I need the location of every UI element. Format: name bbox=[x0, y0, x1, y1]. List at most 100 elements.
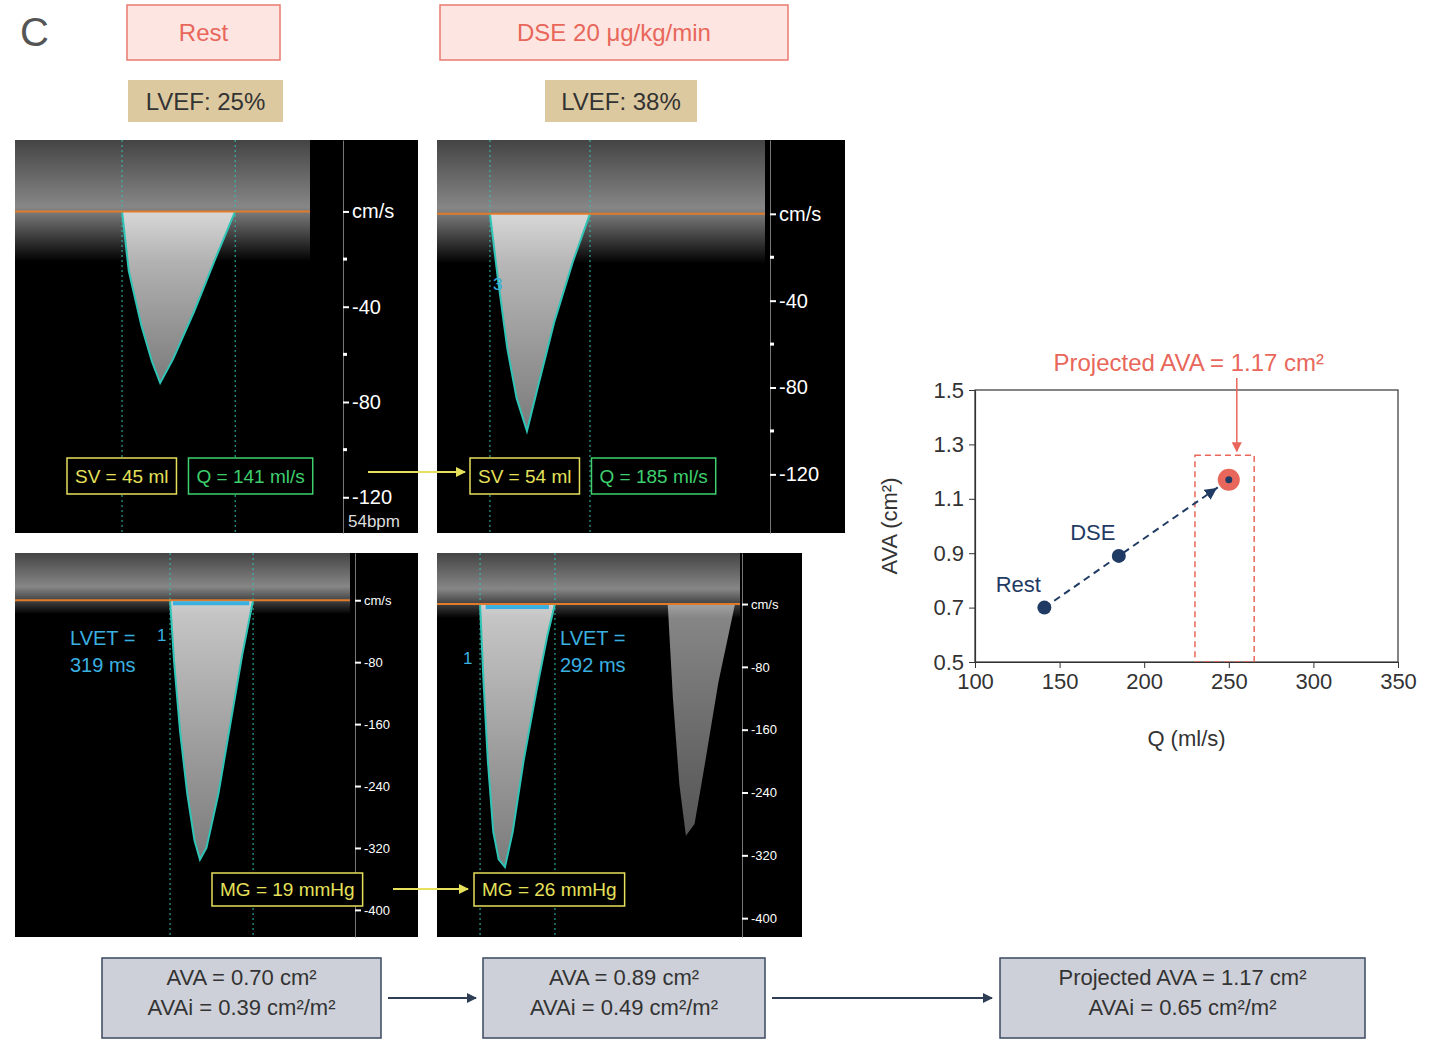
tick-mark bbox=[975, 662, 976, 668]
tick-label: -160 bbox=[751, 722, 777, 737]
tick: 0.5 bbox=[933, 650, 975, 675]
tick-label: 200 bbox=[1126, 669, 1163, 694]
tick: 350 bbox=[1380, 662, 1417, 694]
result-text: Projected AVA = 1.17 cm² bbox=[1058, 965, 1306, 990]
lvef: LVEF: 25% bbox=[146, 88, 266, 115]
y-axis: 0.50.70.91.11.31.5 bbox=[933, 378, 975, 675]
tick-mark bbox=[742, 729, 748, 731]
tick-label: -320 bbox=[751, 848, 777, 863]
tick-label: -320 bbox=[364, 841, 390, 856]
tick-mark bbox=[742, 666, 748, 668]
caliper-line bbox=[170, 553, 171, 937]
clutter-band bbox=[15, 553, 350, 614]
arrow bbox=[388, 997, 476, 999]
measurement-box bbox=[474, 873, 625, 906]
tick-mark bbox=[969, 553, 975, 554]
tick-mark bbox=[770, 387, 776, 389]
tick-mark bbox=[1398, 662, 1399, 668]
lvef: LVEF: 38% bbox=[561, 88, 681, 115]
tick-label: 1.5 bbox=[933, 378, 964, 403]
tick-label: -80 bbox=[352, 391, 381, 413]
measurement-text: Q = 185 ml/s bbox=[599, 466, 707, 487]
header-box bbox=[127, 5, 280, 60]
tick: cm/s bbox=[355, 593, 392, 608]
tick-mark bbox=[355, 909, 361, 911]
doppler-panel: cm/s-40-80-120SV = 54 mlQ = 185 ml/s3 bbox=[437, 140, 845, 534]
doppler-plot bbox=[437, 140, 765, 533]
measurement-box bbox=[188, 458, 312, 494]
x-axis: 100150200250300350 bbox=[957, 662, 1417, 694]
doppler-background bbox=[437, 553, 802, 937]
velocity-envelope bbox=[668, 604, 735, 836]
tick: -240 bbox=[742, 785, 777, 800]
result-text: AVA = 0.89 cm² bbox=[549, 965, 699, 990]
doppler-panel: LVET =319 mscm/s-80-160-240-320-400MG = … bbox=[15, 553, 418, 938]
velocity-envelope bbox=[490, 214, 590, 431]
doppler-plot bbox=[437, 553, 740, 937]
panel-letter: C bbox=[20, 10, 49, 54]
tick: -80 bbox=[343, 391, 381, 413]
tick-mark bbox=[969, 444, 975, 445]
trend-line bbox=[1044, 480, 1228, 608]
minor-tick bbox=[343, 353, 347, 356]
tick: -320 bbox=[742, 848, 777, 863]
measurement: Q = 141 ml/s bbox=[188, 458, 312, 494]
tick-label: 250 bbox=[1211, 669, 1248, 694]
axis-line bbox=[742, 554, 743, 938]
baseline bbox=[437, 603, 740, 605]
measurement-text: MG = 19 mmHg bbox=[220, 879, 355, 900]
measurement-box bbox=[212, 873, 363, 906]
tick-mark bbox=[355, 847, 361, 849]
result-box bbox=[102, 958, 381, 1038]
tick: -400 bbox=[742, 911, 777, 926]
doppler-background bbox=[437, 140, 845, 533]
tick: -160 bbox=[742, 722, 777, 737]
tick-mark bbox=[969, 608, 975, 609]
tick: cm/s bbox=[770, 203, 821, 225]
measurement-box bbox=[67, 458, 176, 494]
doppler-background bbox=[15, 553, 418, 937]
tick-label: 300 bbox=[1296, 669, 1333, 694]
tick-mark bbox=[770, 474, 776, 476]
measurement-text: MG = 26 mmHg bbox=[482, 879, 617, 900]
doppler-background bbox=[15, 140, 418, 533]
tick-mark bbox=[742, 855, 748, 857]
tick-label: -80 bbox=[779, 376, 808, 398]
velocity-envelope bbox=[170, 600, 253, 859]
envelope-trace bbox=[170, 600, 253, 859]
tick: -80 bbox=[770, 376, 808, 398]
doppler-panel: LVET =292 mscm/s-80-160-240-320-400MG = … bbox=[437, 553, 802, 938]
tick-label: -240 bbox=[751, 785, 777, 800]
velocity-envelope bbox=[480, 604, 555, 867]
measurement-text: Q = 141 ml/s bbox=[196, 466, 304, 487]
heart-rate: 54bpm bbox=[348, 512, 400, 531]
doppler-axis: cm/s-40-80-120 bbox=[770, 141, 821, 534]
arrow bbox=[393, 888, 468, 890]
y-axis-title: AVA (cm²) bbox=[877, 478, 902, 575]
data-point bbox=[1218, 469, 1240, 491]
header-box bbox=[440, 5, 788, 60]
lvef-box bbox=[545, 80, 697, 122]
tick: 1.3 bbox=[933, 432, 975, 457]
baseline bbox=[15, 210, 310, 212]
lvef-box bbox=[128, 80, 283, 122]
tick: -80 bbox=[742, 660, 770, 675]
annotation-arrow bbox=[1236, 378, 1238, 451]
caliper-label: 1 bbox=[157, 626, 166, 645]
header: Rest bbox=[179, 19, 229, 46]
tick-mark bbox=[770, 300, 776, 302]
tick-label: 350 bbox=[1380, 669, 1417, 694]
tick: -80 bbox=[355, 655, 383, 670]
highlight-box bbox=[1195, 455, 1254, 662]
tick-label: cm/s bbox=[751, 597, 779, 612]
envelope-trace bbox=[480, 604, 555, 867]
measurement-box bbox=[470, 458, 579, 494]
tick-mark bbox=[770, 213, 776, 215]
axis-line bbox=[975, 391, 976, 663]
tick-mark bbox=[355, 786, 361, 788]
minor-tick bbox=[343, 258, 347, 261]
tick: 150 bbox=[1042, 662, 1079, 694]
measurement: MG = 26 mmHg bbox=[474, 873, 625, 906]
doppler-axis: cm/s-40-80-120 bbox=[343, 141, 394, 534]
tick: 250 bbox=[1211, 662, 1248, 694]
